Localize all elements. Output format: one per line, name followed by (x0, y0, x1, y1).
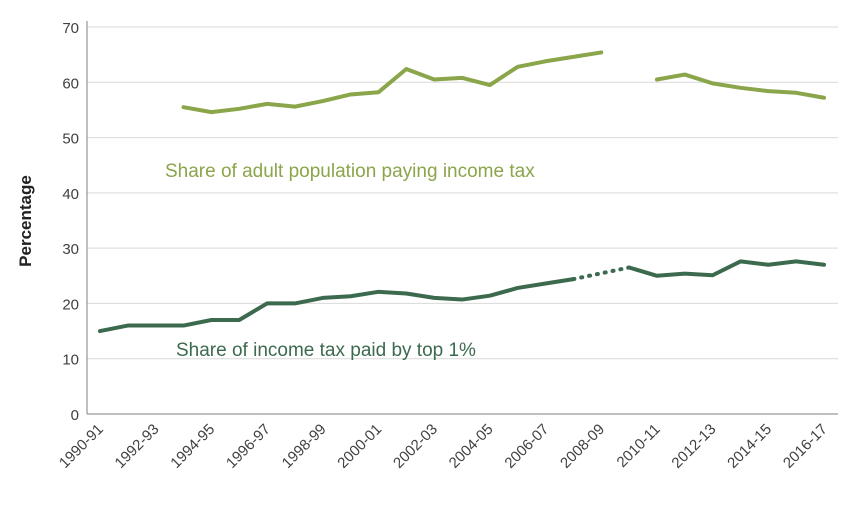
series-line-1-dotted-gap (571, 265, 632, 282)
x-tick-label: 2004-05 (446, 421, 497, 472)
x-tick-labels: 1990-91 1992-93 1994-95 1996-97 1998-99 2000-… (56, 421, 831, 472)
y-axis-title: Percentage (16, 175, 35, 267)
y-tick-label: 20 (62, 296, 79, 313)
x-tick-label: 2012-13 (668, 421, 719, 472)
x-tick-label: 2016-17 (780, 421, 831, 472)
series-line-1-segment-1 (627, 259, 826, 278)
x-tick-label: 2014-15 (724, 421, 775, 472)
x-tick-label: 1990-91 (56, 421, 107, 472)
series-line-0-segment-0 (181, 50, 604, 115)
x-tick-label: 2010-11 (614, 421, 664, 471)
y-tick-labels: 0 10 20 30 40 50 60 70 (62, 20, 79, 424)
y-tick-label: 40 (62, 186, 79, 203)
series-label-top-1-percent: Share of income tax paid by top 1% (176, 340, 476, 361)
x-tick-label: 1992-93 (112, 421, 163, 472)
x-tick-label: 2000-01 (334, 421, 385, 472)
x-tick-label: 1994-95 (167, 421, 218, 472)
y-tick-label: 10 (62, 352, 79, 369)
y-tick-label: 60 (62, 75, 79, 92)
series-line-1-segment-0 (98, 277, 576, 334)
x-tick-label: 2008-09 (557, 421, 608, 472)
gridlines (87, 26, 838, 360)
series-lines (98, 50, 826, 334)
y-tick-label: 70 (62, 20, 79, 37)
y-tick-label: 30 (62, 241, 79, 258)
series-line-0-segment-1 (654, 72, 826, 100)
y-tick-label: 0 (71, 407, 79, 424)
x-tick-label: 1998-99 (279, 421, 330, 472)
x-tick-label: 2006-07 (501, 421, 552, 472)
y-tick-label: 50 (62, 131, 79, 148)
x-tick-label: 1996-97 (223, 421, 274, 472)
x-tick-label: 2002-03 (390, 421, 441, 472)
axes (86, 21, 838, 415)
series-label-adult-population: Share of adult population paying income … (165, 161, 535, 182)
